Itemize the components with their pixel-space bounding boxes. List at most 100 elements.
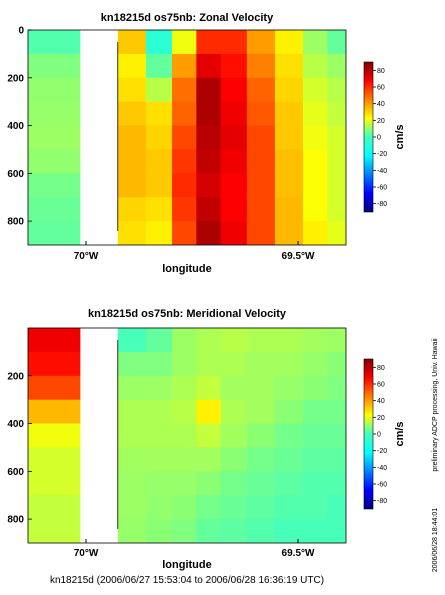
velocity-cell-0-7-5 [274,149,304,174]
zonal-plot-frame [27,29,347,246]
velocity-cell-0-7-2 [274,77,304,103]
velocity-cell-0-7-6 [274,173,304,198]
velocity-cell-1-0-7 [28,495,89,520]
velocity-cell-0-7-8 [274,221,304,245]
velocity-cell-0-4-6 [196,173,222,198]
velocity-cell-0-3-4 [172,125,197,151]
velocity-cell-1-3-5 [172,447,197,472]
velocity-cell-0-6-8 [246,221,276,245]
velocity-cell-0-0-1 [28,53,89,79]
velocity-cell-0-3-3 [172,101,197,127]
zonal-plot-area [28,30,346,245]
velocity-cell-0-3-5 [172,149,197,174]
meridional-y-ticks: 200 400 600 800 [7,371,32,526]
velocity-cell-1-5-1 [220,351,248,377]
meridional-x-tick-label: 69.5°W [282,548,315,559]
velocity-cell-0-6-0 [246,30,276,55]
velocity-cell-1-8-2 [302,375,328,401]
velocity-cell-1-6-4 [246,423,276,449]
velocity-cell-1-4-4 [196,423,222,449]
velocity-cell-0-4-0 [196,30,222,55]
meridional-x-tick-label: 70°W [74,548,99,559]
meridional-plot-area [28,328,346,543]
velocity-cell-0-7-1 [274,53,304,79]
velocity-cell-0-8-2 [302,77,328,103]
velocity-cell-0-9-2 [327,77,346,103]
velocity-cell-0-0-7 [28,197,89,222]
velocity-cell-1-2-8 [145,519,173,543]
velocity-cell-0-8-7 [302,197,328,222]
velocity-cell-0-9-8 [327,221,346,245]
velocity-cell-1-6-7 [246,495,276,520]
velocity-cell-0-2-2 [145,77,173,103]
velocity-cell-0-4-4 [196,125,222,151]
velocity-cell-1-4-0 [196,328,222,353]
velocity-cell-1-5-8 [220,519,248,543]
meridional-x-ticks: 70°W 69.5°W [74,539,315,559]
velocity-cell-1-2-5 [145,447,173,472]
meridional-colorbar-gradient [363,358,374,510]
velocity-cell-0-4-1 [196,53,222,79]
velocity-cell-1-3-4 [172,423,197,449]
meridional-x-axis-label: longitude [162,559,212,571]
meridional-chart-title: kn18215d os75nb: Meridional Velocity [88,308,287,320]
velocity-cell-0-5-7 [220,197,248,222]
velocity-cell-0-7-3 [274,101,304,127]
velocity-cell-1-4-3 [196,399,222,425]
velocity-cell-0-8-4 [302,125,328,151]
velocity-cell-1-8-8 [302,519,328,543]
processing-credit: preliminary ADCP processing, Univ. Hawai… [432,338,439,472]
colorbar-tick-label-0-3: 20 [377,118,385,125]
velocity-cell-1-7-7 [274,495,304,520]
velocity-cell-0-5-4 [220,125,248,151]
velocity-cell-0-2-0 [145,30,173,55]
velocity-cell-0-7-7 [274,197,304,222]
zonal-colorbar-gradient [363,61,374,213]
velocity-cell-1-7-3 [274,399,304,425]
velocity-cell-1-4-1 [196,351,222,377]
velocity-cell-0-5-1 [220,53,248,79]
velocity-cell-1-0-8 [28,519,89,543]
velocity-cell-1-2-1 [145,351,173,377]
velocity-cell-1-8-1 [302,351,328,377]
velocity-cell-0-3-1 [172,53,197,79]
velocity-cell-1-4-8 [196,519,222,543]
velocity-cell-0-0-8 [28,221,89,245]
velocity-cell-1-4-6 [196,471,222,496]
velocity-cell-0-4-3 [196,101,222,127]
velocity-cell-1-9-8 [327,519,346,543]
velocity-cell-0-6-5 [246,149,276,174]
colorbar-tick-label-0-6: -40 [377,168,387,175]
velocity-cell-0-5-3 [220,101,248,127]
y-tick-label-1-1: 400 [7,419,24,430]
velocity-cell-1-6-8 [246,519,276,543]
velocity-cell-0-8-0 [302,30,328,55]
velocity-cell-0-9-4 [327,125,346,151]
velocity-cell-1-3-3 [172,399,197,425]
velocity-cell-0-4-5 [196,149,222,174]
velocity-cell-0-2-5 [145,149,173,174]
colorbar-tick-label-0-7: -60 [377,185,387,192]
velocity-cell-1-9-2 [327,375,346,401]
colorbar-tick-label-1-2: 40 [377,398,385,405]
velocity-cell-1-8-7 [302,495,328,520]
velocity-cell-0-9-1 [327,53,346,79]
velocity-cell-1-0-1 [28,351,89,377]
velocity-cell-0-4-2 [196,77,222,103]
colorbar-tick-label-1-1: 60 [377,382,385,389]
colorbar-tick-label-1-6: -40 [377,465,387,472]
velocity-cell-1-8-5 [302,447,328,472]
y-tick-label-1-3: 800 [7,515,24,526]
velocity-cell-1-2-0 [145,328,173,353]
zonal-chart-title: kn18215d os75nb: Zonal Velocity [101,12,274,24]
velocity-cell-0-0-6 [28,173,89,198]
velocity-cell-1-6-2 [246,375,276,401]
y-tick-label-1-0: 200 [7,371,24,382]
velocity-cell-1-0-0 [28,328,89,353]
velocity-cell-0-6-2 [246,77,276,103]
colorbar-tick-label-1-3: 20 [377,415,385,422]
velocity-cell-0-3-2 [172,77,197,103]
velocity-cell-1-7-6 [274,471,304,496]
velocity-cell-1-4-7 [196,495,222,520]
velocity-cell-0-2-6 [145,173,173,198]
